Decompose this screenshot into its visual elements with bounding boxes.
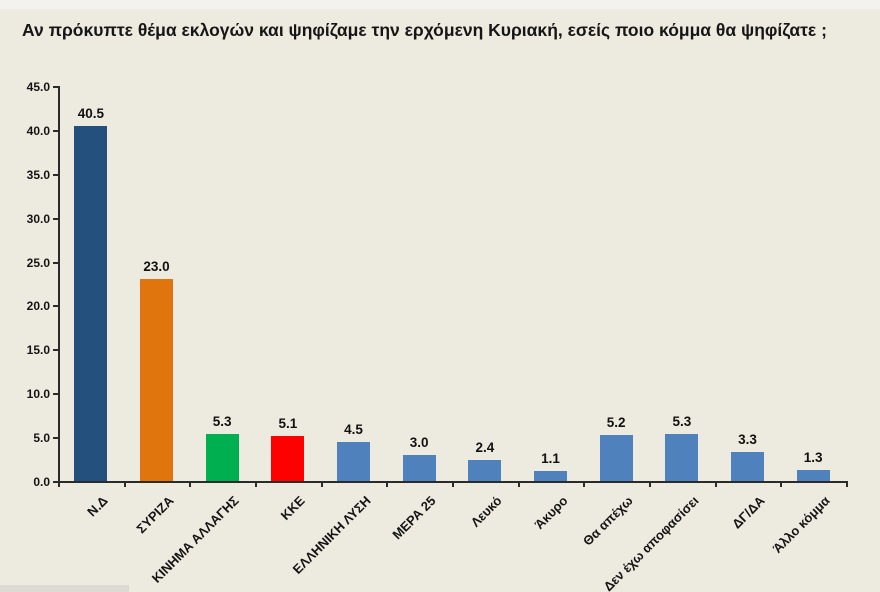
bar-value-label: 23.0 <box>143 259 170 275</box>
bar-9 <box>665 434 699 481</box>
x-axis-category-label: Ν.Δ <box>84 493 111 520</box>
y-axis-tick <box>53 393 58 396</box>
x-axis-tick <box>255 481 257 487</box>
x-axis-category-label: Άκυρο <box>531 493 571 533</box>
y-axis-tick-label: 0.0 <box>33 475 50 489</box>
y-axis-tick <box>53 437 58 440</box>
x-axis-category-label: Λευκό <box>467 493 505 530</box>
bar-3 <box>271 436 305 481</box>
bar-10 <box>731 452 764 481</box>
y-axis-tick-label: 40.0 <box>26 123 50 138</box>
y-axis-tick <box>53 349 58 352</box>
y-axis-tick-label: 45.0 <box>26 80 50 94</box>
y-axis-tick <box>53 481 58 483</box>
bar-value-label: 3.3 <box>738 432 757 448</box>
x-axis-tick <box>649 481 651 487</box>
bar-7 <box>534 471 567 481</box>
x-axis-category-label: ΣΥΡΙΖΑ <box>132 493 177 537</box>
bar-value-label: 3.0 <box>409 434 429 450</box>
x-axis-tick <box>58 481 60 487</box>
x-axis-category-label: Άλλο κόμμα <box>769 493 833 556</box>
y-axis-tick <box>53 129 58 132</box>
bottom-left-fragment <box>0 585 129 592</box>
y-axis-tick-label: 5.0 <box>33 431 50 446</box>
x-axis-tick <box>780 481 783 487</box>
bar-2 <box>205 434 239 481</box>
y-axis-tick <box>53 261 58 264</box>
x-axis-tick <box>583 481 586 487</box>
x-axis-category-label: ΚΚΕ <box>277 493 308 524</box>
x-axis-tick <box>386 481 389 487</box>
x-axis-tick <box>452 481 454 487</box>
y-axis-tick <box>53 173 58 176</box>
bar-5 <box>402 454 436 481</box>
y-axis-tick-label: 10.0 <box>26 387 50 402</box>
x-axis-tick <box>123 481 126 487</box>
x-axis-category-label: ΔΓ/ΔΑ <box>728 493 768 532</box>
bar-value-label: 2.4 <box>475 439 495 455</box>
bar-11 <box>796 469 830 481</box>
bar-value-label: 5.2 <box>606 415 626 431</box>
bar-1 <box>140 279 173 481</box>
y-axis-tick-label: 25.0 <box>26 255 50 270</box>
x-axis-tick <box>846 481 848 487</box>
x-axis-tick <box>714 481 717 487</box>
x-axis-category-label: ΜΕΡΑ 25 <box>389 493 439 543</box>
bar-value-label: 5.1 <box>278 416 298 432</box>
bar-value-label: 5.3 <box>212 414 232 430</box>
bar-value-label: 40.5 <box>77 105 104 121</box>
bar-8 <box>599 435 633 481</box>
y-axis-tick <box>53 86 58 88</box>
bar-6 <box>468 459 502 481</box>
bar-value-label: 5.3 <box>672 414 692 430</box>
y-axis-tick-label: 30.0 <box>26 211 50 226</box>
bar-value-label: 1.1 <box>541 451 560 467</box>
bar-value-label: 4.5 <box>344 421 363 437</box>
bar-4 <box>337 441 370 481</box>
x-axis-category-label: Θα απέχω <box>580 493 636 549</box>
y-axis-tick <box>53 217 58 220</box>
x-axis-tick <box>189 481 192 487</box>
top-strip <box>0 0 880 9</box>
y-axis-line <box>58 86 60 483</box>
chart-title: Αν πρόκυπτε θέμα εκλογών και ψηφίζαμε τη… <box>22 20 827 40</box>
x-axis-tick <box>320 481 323 487</box>
y-axis-tick <box>53 305 58 308</box>
bar-value-label: 1.3 <box>803 449 823 465</box>
x-axis-tick <box>517 481 520 487</box>
y-axis-tick-label: 15.0 <box>26 343 50 358</box>
y-axis-tick-label: 20.0 <box>26 299 50 314</box>
y-axis-tick-label: 35.0 <box>26 167 50 182</box>
bar-0 <box>74 125 108 481</box>
